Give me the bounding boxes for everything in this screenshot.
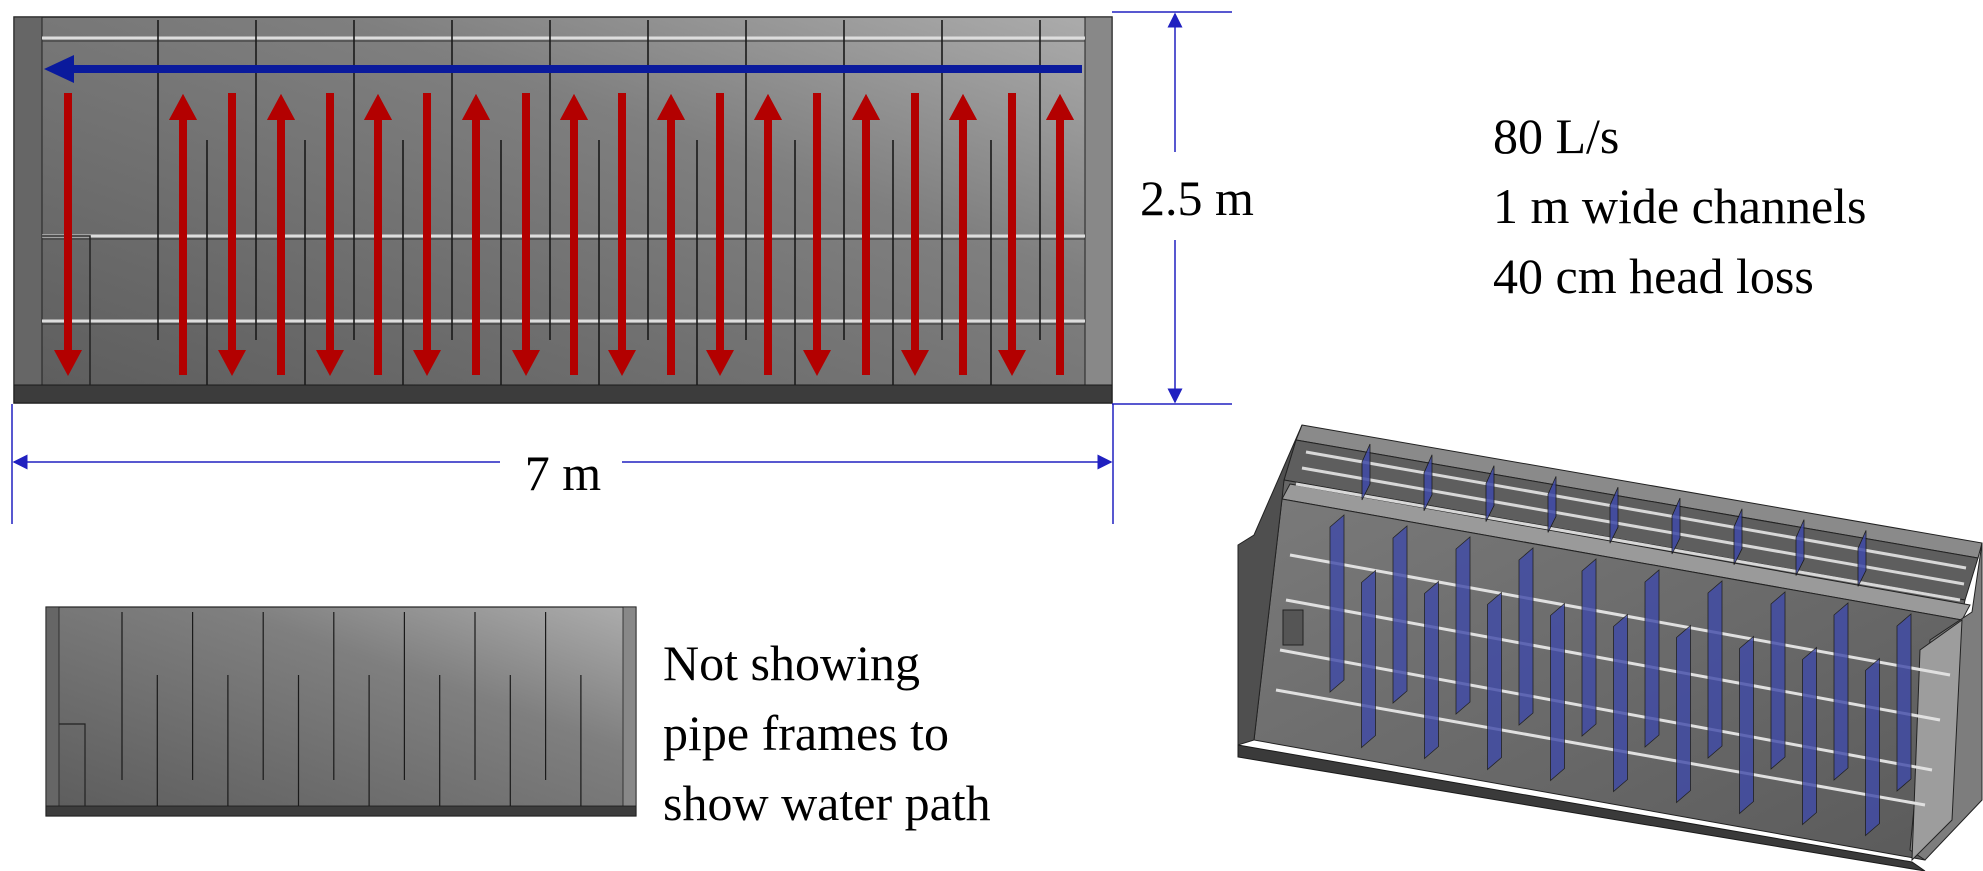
height-dimension: 2.5 m bbox=[1112, 11, 1254, 405]
iso-plate bbox=[1581, 558, 1597, 737]
iso-plate bbox=[1550, 602, 1565, 782]
flow-arrow-icon bbox=[1046, 94, 1074, 375]
flow-arrow-icon bbox=[754, 94, 782, 375]
iso-plate bbox=[1857, 530, 1867, 587]
iso-plate bbox=[1609, 487, 1619, 544]
iso-plate bbox=[1865, 657, 1880, 837]
width-dimension: 7 m bbox=[11, 404, 1114, 524]
iso-plate bbox=[1455, 536, 1471, 715]
flow-arrow-icon bbox=[169, 94, 197, 375]
iso-plate bbox=[1423, 454, 1433, 511]
note-line-1: Not showing bbox=[663, 635, 920, 691]
flow-arrow-icon bbox=[998, 93, 1026, 376]
iso-rod bbox=[1279, 648, 1933, 772]
spec-channel-width: 1 m wide channels bbox=[1493, 178, 1867, 234]
iso-plate bbox=[1613, 613, 1628, 793]
iso-plate bbox=[1485, 465, 1495, 522]
iso-plate bbox=[1329, 514, 1345, 693]
iso-plate bbox=[1676, 624, 1691, 804]
spec-flow-rate: 80 L/s bbox=[1493, 108, 1619, 164]
flow-arrows bbox=[54, 93, 1074, 376]
flow-arrow-icon bbox=[901, 93, 929, 376]
width-label: 7 m bbox=[525, 445, 602, 501]
small-baffle-lines bbox=[121, 612, 582, 806]
iso-plate bbox=[1739, 635, 1754, 815]
iso-baffle-plates bbox=[1329, 443, 1912, 837]
iso-plate bbox=[1361, 443, 1371, 501]
iso-plate bbox=[1392, 525, 1408, 704]
flow-arrow-icon bbox=[560, 94, 588, 375]
return-arrow bbox=[44, 55, 1082, 83]
note-line-3: show water path bbox=[663, 775, 991, 831]
flow-arrow-icon bbox=[316, 93, 344, 376]
iso-plate bbox=[1487, 591, 1502, 771]
flow-arrow-icon bbox=[54, 93, 82, 376]
flow-arrow-icon bbox=[267, 94, 295, 375]
flow-arrow-icon bbox=[608, 93, 636, 376]
inlet-box bbox=[1282, 609, 1304, 646]
iso-rod bbox=[1295, 482, 1961, 602]
iso-plate bbox=[1833, 602, 1849, 781]
flow-arrow-icon bbox=[413, 93, 441, 376]
flow-arrow-icon bbox=[803, 93, 831, 376]
small-tank-view bbox=[45, 606, 637, 817]
flow-arrow-icon bbox=[949, 94, 977, 375]
iso-plate bbox=[1896, 613, 1912, 792]
iso-plate bbox=[1671, 497, 1681, 555]
iso-plate bbox=[1707, 580, 1723, 759]
iso-plate bbox=[1547, 476, 1557, 533]
iso-plate bbox=[1518, 547, 1534, 726]
iso-plate bbox=[1361, 569, 1376, 749]
baffle-lines bbox=[157, 20, 1041, 385]
flow-arrow-icon bbox=[462, 94, 490, 375]
flow-arrow-icon bbox=[364, 94, 392, 375]
top-view-tank bbox=[13, 16, 1113, 404]
note-block: Not showing pipe frames to show water pa… bbox=[663, 635, 991, 831]
flow-arrow-icon bbox=[706, 93, 734, 376]
flow-arrow-icon bbox=[657, 94, 685, 375]
iso-plate bbox=[1770, 591, 1786, 770]
iso-plate bbox=[1733, 508, 1743, 565]
flow-arrow-icon bbox=[218, 93, 246, 376]
iso-plate bbox=[1802, 646, 1817, 826]
spec-head-loss: 40 cm head loss bbox=[1493, 248, 1814, 304]
iso-plate bbox=[1795, 519, 1805, 576]
iso-plate bbox=[1644, 569, 1660, 748]
note-line-2: pipe frames to bbox=[663, 705, 949, 761]
specs-block: 80 L/s 1 m wide channels 40 cm head loss bbox=[1493, 108, 1867, 304]
height-label: 2.5 m bbox=[1140, 170, 1254, 226]
pipe-rods bbox=[42, 36, 1085, 325]
flow-arrow-icon bbox=[852, 94, 880, 375]
iso-rod bbox=[1301, 466, 1965, 586]
iso-plate bbox=[1424, 580, 1439, 760]
flow-arrow-icon bbox=[512, 93, 540, 376]
iso-pipe-rods bbox=[1275, 450, 1967, 807]
iso-rod bbox=[1305, 450, 1967, 570]
isometric-tank-view bbox=[1237, 424, 1983, 871]
